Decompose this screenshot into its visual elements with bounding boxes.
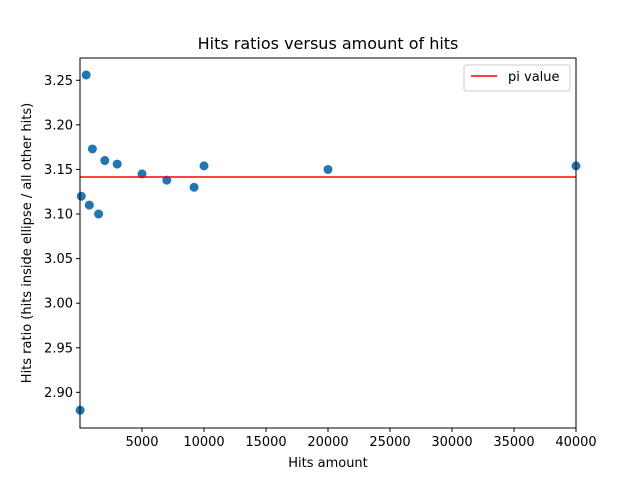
scatter-point <box>76 191 86 201</box>
x-tick-label: 40000 <box>555 435 596 450</box>
y-tick-label: 3.25 <box>44 74 73 89</box>
y-tick-label: 2.90 <box>44 386 73 401</box>
y-axis-title: Hits ratio (hits inside ellipse / all ot… <box>20 103 35 383</box>
scatter-point <box>112 159 122 169</box>
y-tick-label: 2.95 <box>44 341 73 356</box>
scatter-point <box>162 175 172 185</box>
x-axis-title: Hits amount <box>288 456 368 471</box>
legend: pi value <box>463 64 571 92</box>
x-tick-label: 15000 <box>245 435 286 450</box>
y-tick-label: 3.15 <box>44 163 73 178</box>
plot-area <box>79 57 577 429</box>
scatter-point <box>84 200 94 210</box>
x-tick-label: 10000 <box>183 435 224 450</box>
x-axis: 5000 10000 15000 20000 25000 30000 35000 40000 <box>125 428 597 450</box>
y-tick-label: 3.20 <box>44 118 73 133</box>
x-tick-label: 30000 <box>431 435 472 450</box>
scatter-point <box>94 209 104 219</box>
scatter-point <box>100 156 110 166</box>
x-tick-label: 20000 <box>307 435 348 450</box>
x-tick-label: 35000 <box>493 435 534 450</box>
x-tick-label: 5000 <box>125 435 158 450</box>
scatter-point <box>199 161 209 171</box>
series-layer <box>75 70 581 415</box>
legend-box <box>463 64 571 92</box>
legend-label-pi-value: pi value <box>508 70 560 85</box>
y-axis: 2.90 2.95 3.00 3.05 3.10 3.15 3.20 3.25 <box>44 74 80 401</box>
y-tick-label: 3.05 <box>44 252 73 267</box>
scatter-point <box>81 70 91 80</box>
scatter-point <box>87 144 97 154</box>
y-tick-label: 3.10 <box>44 208 73 223</box>
y-tick-label: 3.00 <box>44 297 73 312</box>
scatter-point <box>323 164 333 174</box>
x-tick-label: 25000 <box>369 435 410 450</box>
axes-frame <box>79 57 577 429</box>
chart-title: Hits ratios versus amount of hits <box>198 34 459 53</box>
scatter-point <box>189 182 199 192</box>
scatter-point <box>137 169 147 179</box>
